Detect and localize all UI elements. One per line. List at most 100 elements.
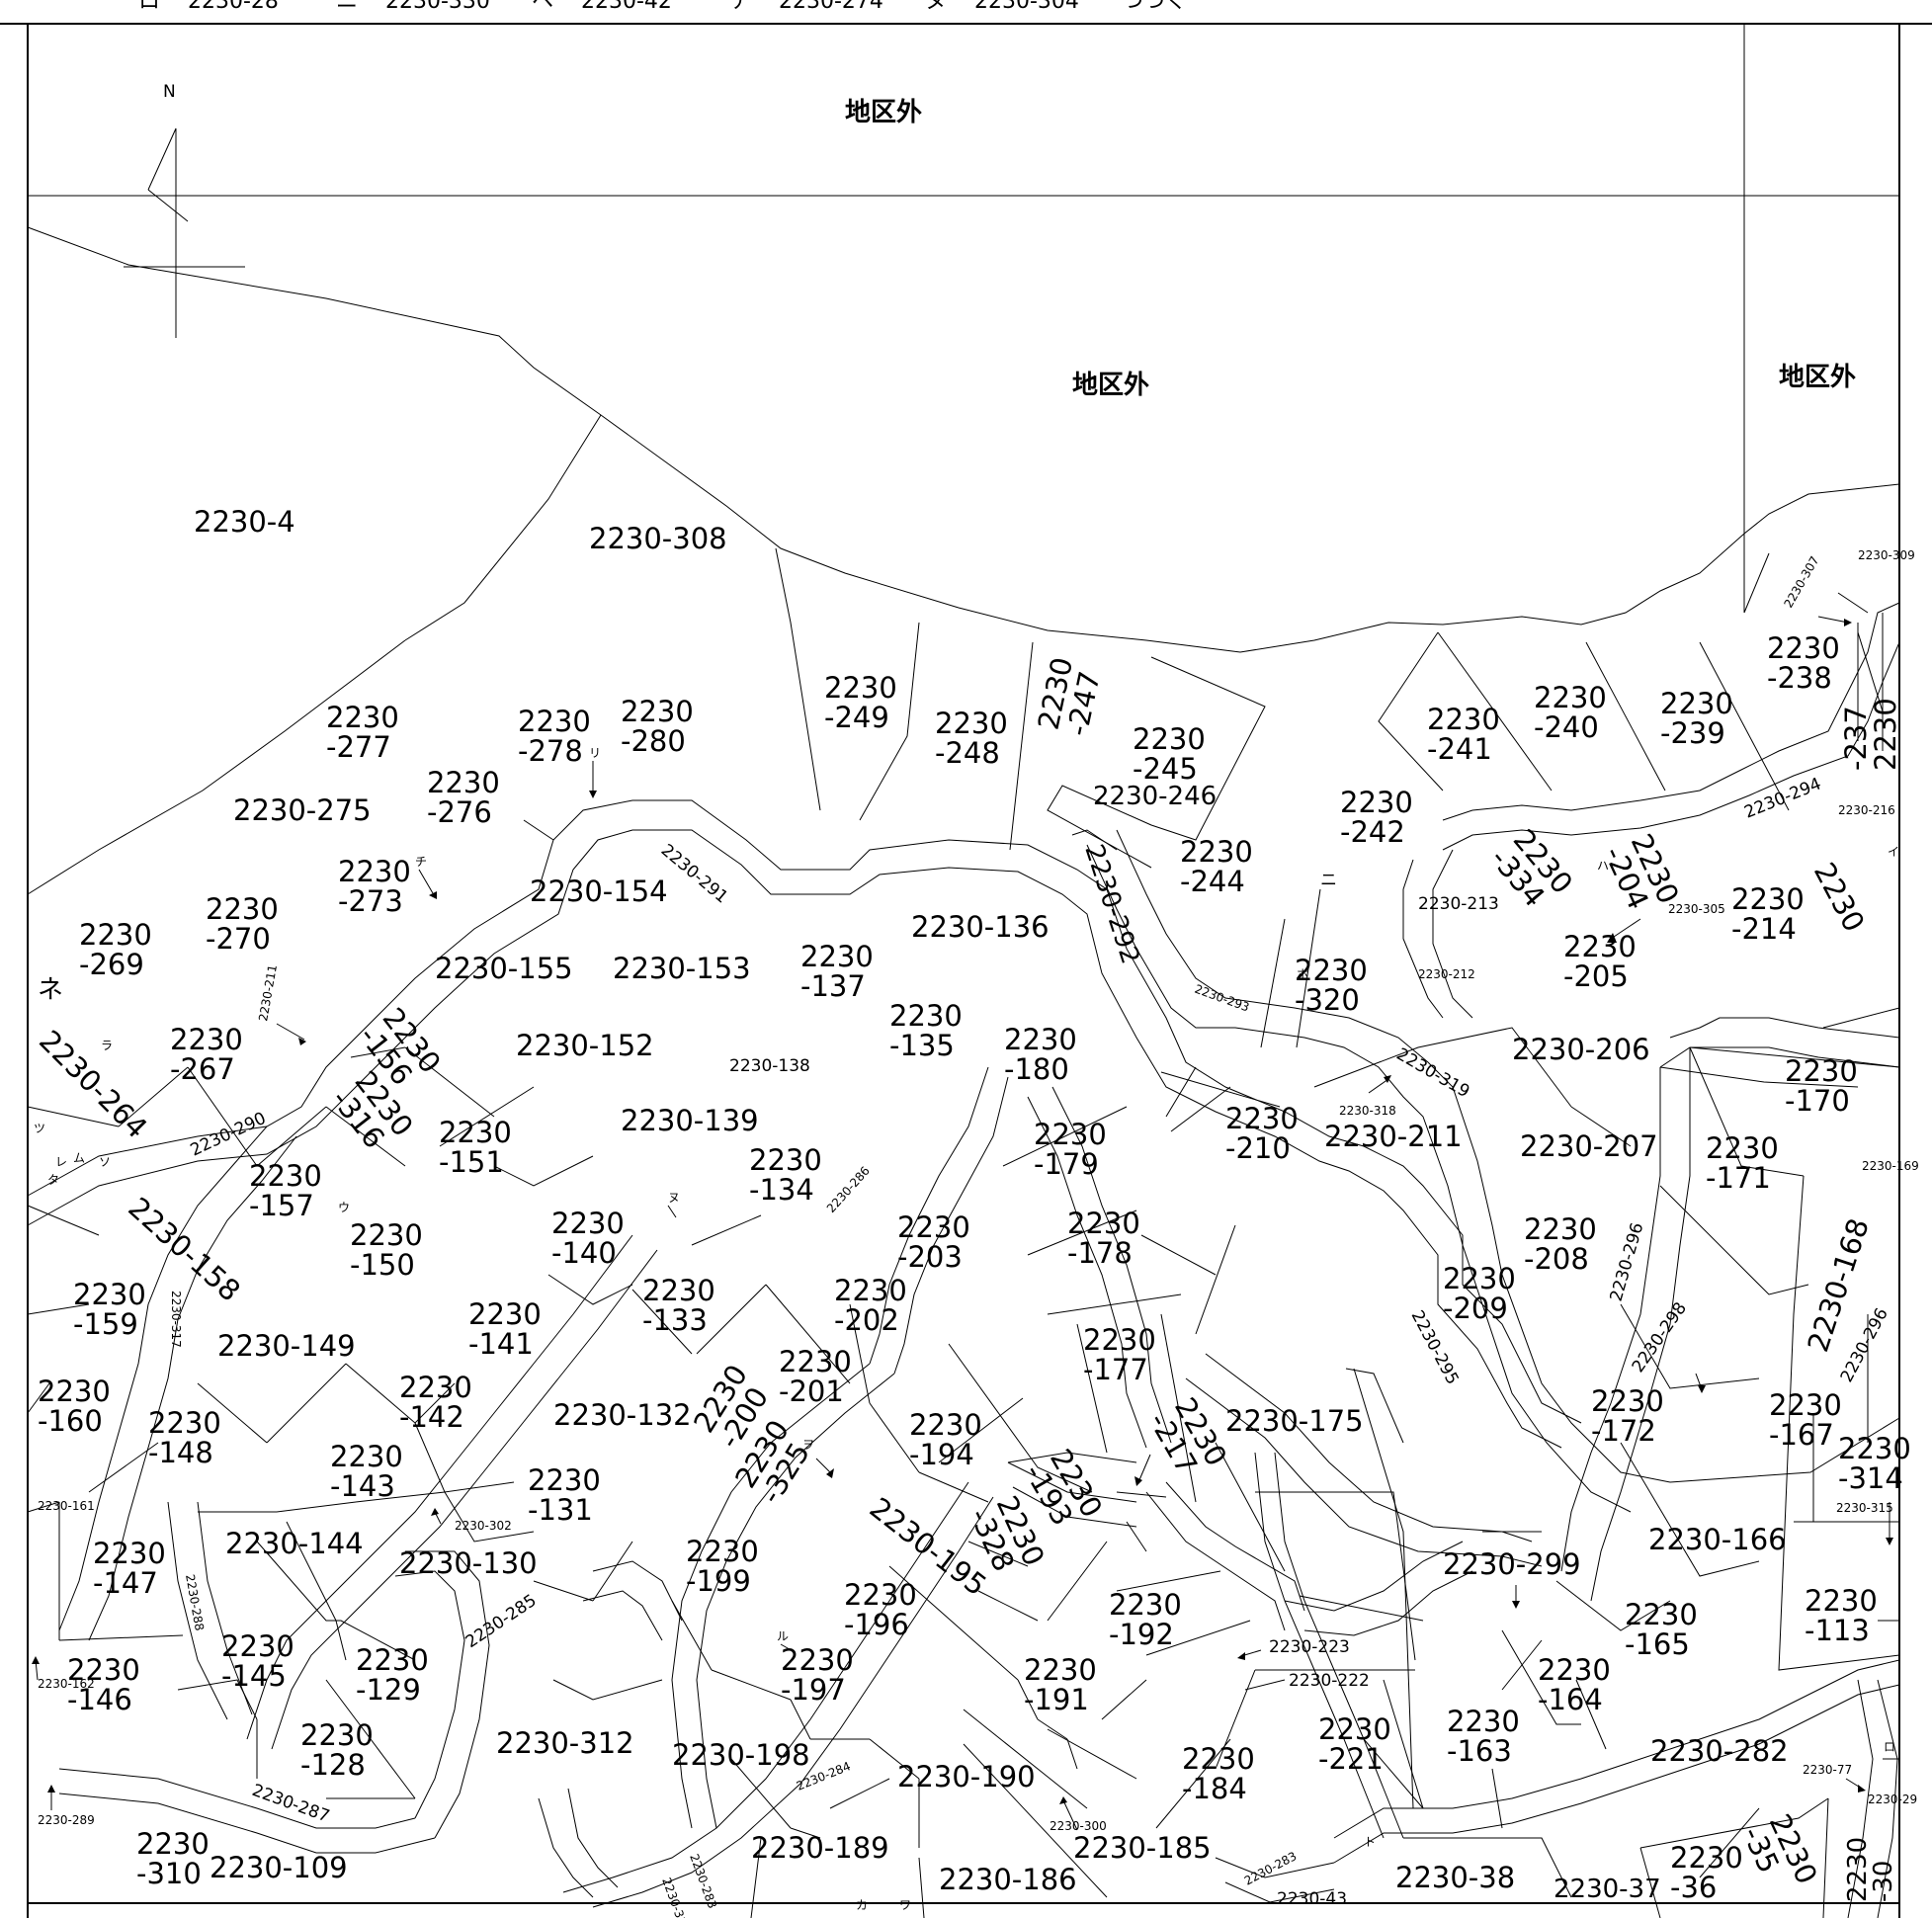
parcel-label: 2230 -238 (1767, 631, 1840, 695)
parcel-label: 2230-43 (1277, 1889, 1347, 1909)
parcel-label: 2230 -280 (621, 695, 694, 758)
parcel-label: 2230 -179 (1034, 1118, 1107, 1181)
road-label: 2230-319 (1393, 1044, 1473, 1102)
parcel-label: 2230 -113 (1805, 1584, 1878, 1647)
kana-marker: タ (47, 1173, 59, 1187)
parcel-label: 2230-152 (516, 1029, 654, 1062)
parcel-label: 2230 -163 (1447, 1705, 1520, 1768)
parcel-label: 2230 -157 (249, 1159, 322, 1222)
small-label: 2230-305 (1668, 902, 1725, 916)
road-label: 2230-294 (1741, 774, 1823, 822)
small-label: 2230-161 (38, 1499, 95, 1513)
header-mark-he: ヘ (532, 0, 553, 14)
kana-marker: ヲ (802, 1438, 814, 1452)
parcel-label: 2230 -147 (93, 1537, 166, 1600)
parcel-label: 2230 -210 (1225, 1102, 1299, 1165)
road-label: 2230-283 (1242, 1849, 1300, 1887)
header-mark-ro: ロ (138, 0, 160, 14)
zone-label-right: 地区外 (1779, 363, 1856, 392)
header-continued: つづく (1122, 0, 1187, 14)
parcel-label: 2230 -131 (528, 1463, 601, 1527)
header-parcel-1: 2230-28 (188, 0, 279, 14)
parcel-label: 2230-153 (613, 952, 751, 985)
parcel-label: 2230 -314 (1838, 1432, 1911, 1495)
parcel-label: 2230 -178 (1067, 1207, 1140, 1270)
parcel-label: 2230-109 (210, 1851, 348, 1884)
small-label: 2230-309 (1858, 548, 1915, 562)
parcel-label: 2230 -140 (551, 1207, 625, 1270)
parcel-label: 2230 -137 (800, 940, 874, 1003)
parcel-label: 2230 -141 (468, 1297, 542, 1361)
parcel-label: 2230 -199 (686, 1535, 759, 1598)
parcel-label: 2230 -145 (221, 1629, 294, 1693)
parcel-label: 2230 -150 (350, 1218, 423, 1282)
kana-marker: ハ (1597, 859, 1609, 873)
road-label: 2230-290 (188, 1109, 270, 1161)
parcel-label: 2230-155 (435, 952, 573, 985)
parcel-label: 2230-206 (1512, 1033, 1650, 1066)
road-label: 2230-286 (824, 1164, 873, 1215)
kana-marker: カ (856, 1898, 868, 1912)
parcel-label: 2230 -171 (1706, 1131, 1779, 1195)
header-row: ロ 2230-28 ニ 2230-330 ヘ 2230-42 チ 2230-27… (138, 0, 1187, 14)
kana-marker: ラ (101, 1039, 113, 1052)
road-label: 2230-298 (1629, 1298, 1691, 1376)
zone-label-center: 地区外 (1072, 371, 1149, 400)
parcel-label: 2230-275 (233, 793, 372, 827)
header-mark-ni: ニ (336, 0, 358, 14)
small-label: 2230-310 (659, 1876, 692, 1918)
parcel-label: 2230 -278 (518, 705, 591, 768)
kana-marker: ホ (1297, 967, 1308, 981)
parcel-label: 2230 -267 (170, 1023, 243, 1086)
small-label: 2230-162 (38, 1677, 95, 1691)
parcel-label: 2230-144 (225, 1527, 364, 1560)
parcel-label: 2230 -134 (749, 1143, 822, 1207)
small-label: 2230-283 (687, 1852, 719, 1910)
parcel-label: 2230 -242 (1340, 786, 1413, 849)
kana-marker: チ (415, 855, 427, 869)
kana-marker: ト (1364, 1835, 1376, 1849)
small-label: 2230-300 (1050, 1819, 1107, 1833)
parcel-label: 2230 -184 (1182, 1742, 1255, 1805)
parcel-label: 2230 -164 (1538, 1653, 1611, 1716)
kana-marker: ル (777, 1629, 789, 1643)
parcel-label: 2230-130 (399, 1546, 538, 1580)
road-label: 2230-285 (462, 1591, 541, 1652)
kana-markers: リ チ ニ ホ ネ ラ ツ タ レ ム ソ ウ ヌ ヲ ル イ ロ ハ カ ワ … (34, 746, 1899, 1912)
parcel-label: 2230-35 (1735, 1809, 1823, 1902)
parcel-label: 2230 -142 (399, 1371, 472, 1434)
parcel-label: 2230 -172 (1591, 1384, 1664, 1448)
parcel-boundaries (27, 226, 1900, 1918)
parcel-label: 2230 -177 (1083, 1323, 1156, 1386)
parcel-label: 2230 -244 (1180, 835, 1253, 898)
kana-marker: リ (589, 746, 601, 760)
parcel-label: 2230-4 (194, 505, 295, 539)
parcel-label: 2230 -128 (300, 1718, 374, 1782)
parcel-label: 2230-136 (911, 910, 1050, 944)
parcel-label: 2230-154 (530, 875, 668, 908)
parcel-label: 2230 -248 (935, 707, 1008, 770)
parcel-label: 2230-264 (33, 1024, 154, 1145)
parcel-label: 2230-198 (672, 1738, 810, 1772)
parcel-label: 2230-175 (1225, 1404, 1364, 1438)
parcel-label: 2230 -270 (206, 892, 279, 956)
parcel-label: 2230-189 (751, 1831, 889, 1865)
parcel-label: 2230 -143 (330, 1440, 403, 1503)
kana-marker: ワ (899, 1898, 911, 1912)
parcel-label: 2230 -241 (1427, 703, 1500, 766)
small-label: 2230-289 (38, 1813, 95, 1827)
parcel-label: 2230 -167 (1769, 1388, 1842, 1452)
header-parcel-2: 2230-330 (385, 0, 490, 14)
kana-marker: イ (1888, 845, 1899, 859)
north-label: N (163, 82, 176, 102)
header-mark-chi: チ (729, 0, 751, 14)
parcel-label: 2230 -208 (1524, 1212, 1597, 1276)
small-label: 2230-223 (1269, 1637, 1350, 1657)
header-parcel-4: 2230-274 (779, 0, 883, 14)
parcel-label: 2230-166 (1648, 1523, 1787, 1556)
parcel-label: 2230 -129 (356, 1643, 429, 1707)
kana-marker: ロ (1884, 1740, 1895, 1754)
parcel-label: 2230 -221 (1318, 1712, 1391, 1776)
parcel-label: 2230-217 (1142, 1392, 1233, 1487)
small-label: 2230-138 (729, 1056, 810, 1076)
